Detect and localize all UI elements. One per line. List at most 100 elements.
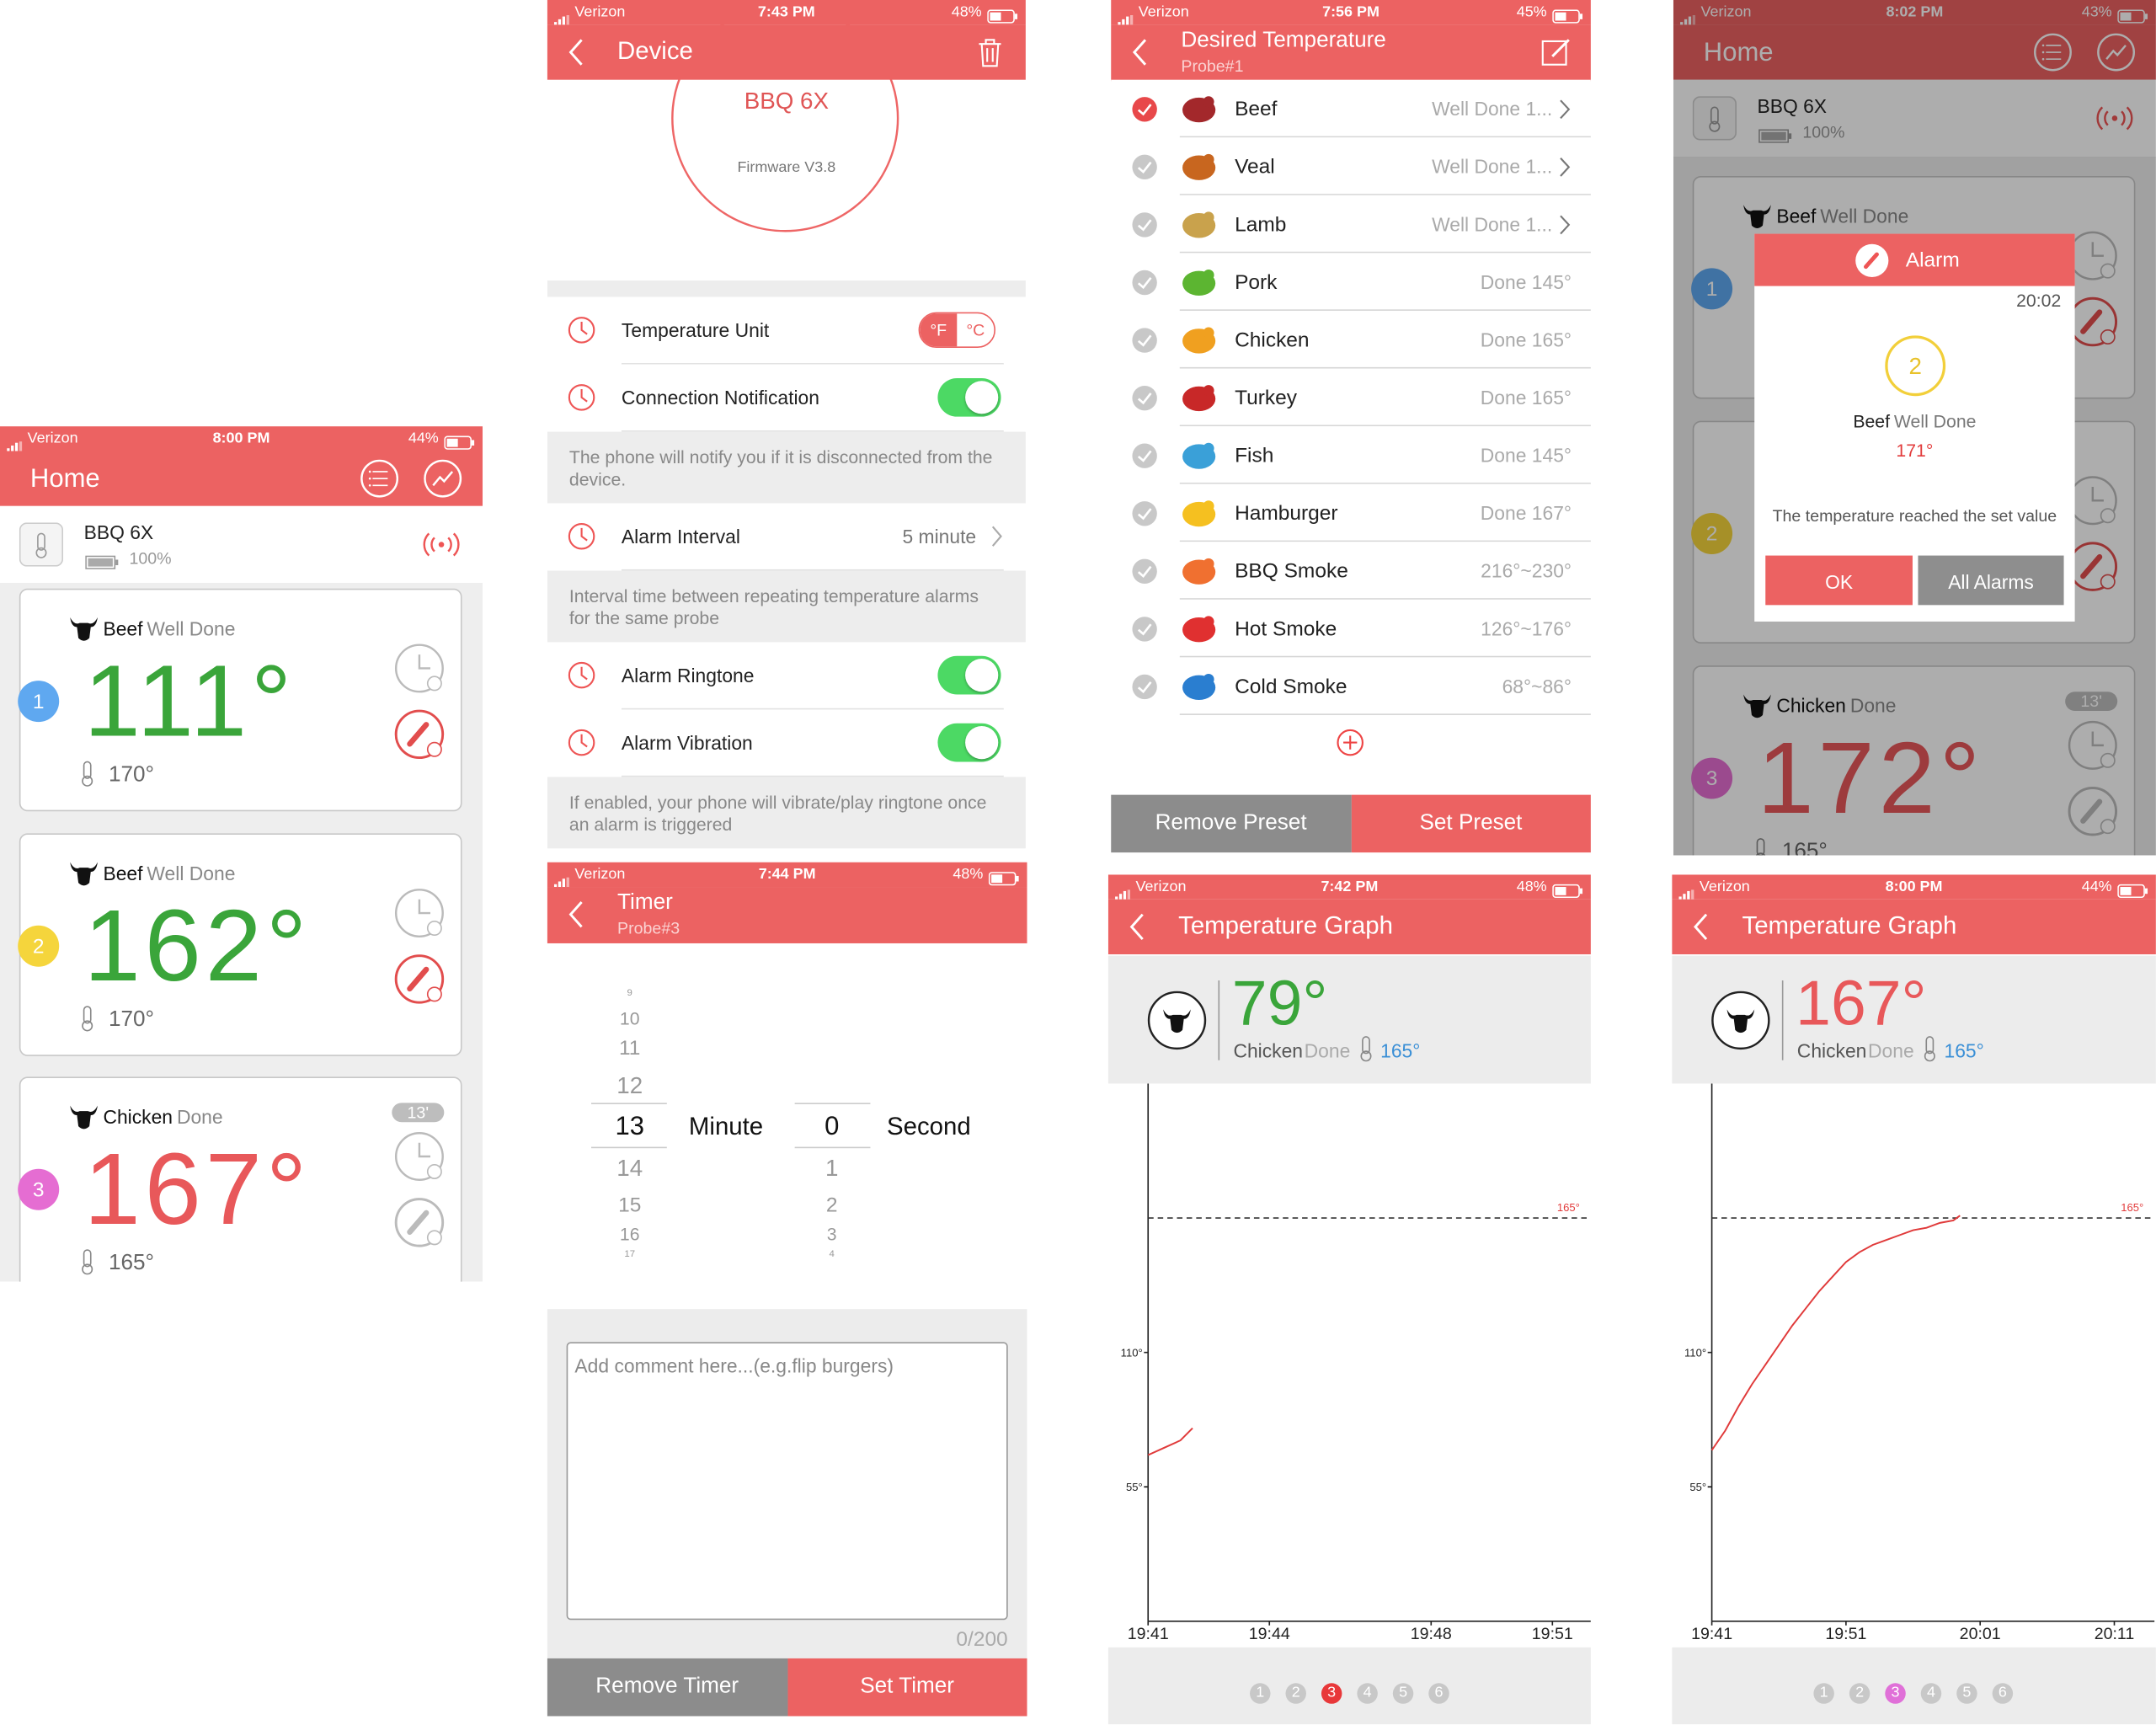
toggle-switch[interactable] [937,655,1001,695]
temperature-chart: 55° 110° 19:41 19:51 20:01 20:11 165° [1672,1083,2155,1648]
select-check[interactable] [1132,328,1158,354]
probe-card[interactable]: 1 Beef Well Done 111° 170° [18,588,462,812]
icon-shape [568,384,595,411]
probe-number: 2 [32,935,45,959]
setting-row[interactable]: Alarm Vibration [547,709,1026,777]
page-dot[interactable]: 1 [1813,1683,1834,1704]
page-dot[interactable]: 2 [1849,1683,1870,1704]
add-preset-button[interactable] [1337,729,1364,756]
target-line-label: 165° [2121,1201,2143,1214]
select-check[interactable] [1132,385,1158,411]
row-divider [1179,194,1591,195]
timer-button[interactable] [2067,719,2119,772]
row-divider [1179,309,1591,311]
list-button[interactable] [2032,32,2073,73]
preset-name: Cold Smoke [1235,675,1348,699]
preset-row[interactable]: Beef Well Done 1... [1111,79,1591,138]
device-battery-icon [1758,126,1792,143]
setting-row[interactable]: Connection Notification [547,364,1026,432]
probe-card[interactable]: 3 Chicken Done 167° 165° 13' [18,1076,462,1282]
preset-value: 216°~230° [1481,559,1572,582]
page-dot[interactable]: 6 [1992,1683,2014,1704]
unit-toggle[interactable]: °F °C [918,312,996,349]
preset-row[interactable]: Chicken Done 165° [1111,310,1591,369]
select-check[interactable] [1132,443,1158,469]
setting-row[interactable]: Temperature Unit °F °C [547,296,1026,365]
preset-row[interactable]: BBQ Smoke 216°~230° [1111,542,1591,600]
timer-button[interactable] [393,887,446,939]
select-check[interactable] [1132,500,1158,526]
icon-shape [1163,1009,1191,1033]
select-check[interactable] [1132,674,1158,700]
header: Temperature Graph [1107,899,1591,955]
back-button[interactable] [1691,911,1710,942]
timer-button[interactable] [393,642,446,694]
graph-button[interactable] [422,458,463,499]
toggle-switch[interactable] [937,723,1001,762]
preset-row[interactable]: Turkey Done 165° [1111,368,1591,427]
comment-input[interactable]: Add comment here...(e.g.flip burgers) [566,1342,1008,1621]
page-dot[interactable]: 5 [1392,1683,1414,1704]
chevron [990,524,1003,548]
select-check[interactable] [1132,616,1158,642]
preset-row[interactable]: Hamburger Done 167° [1111,483,1591,542]
back-button[interactable] [567,900,586,930]
delete-button[interactable] [976,37,1004,67]
screen-title: Timer [617,890,673,915]
back-button[interactable] [1130,37,1150,67]
alarm-button[interactable] [2067,785,2119,837]
page-dot[interactable]: 5 [1956,1683,1977,1704]
page-dot[interactable]: 4 [1920,1683,1942,1704]
graph-button[interactable] [2095,32,2137,73]
back-button[interactable] [567,37,586,67]
select-check[interactable] [1132,558,1158,585]
page-dot[interactable]: 6 [1428,1683,1449,1704]
timer-value: 13' [2080,692,2102,712]
alarm-button[interactable] [393,1196,446,1248]
preset-row[interactable]: Fish Done 145° [1111,426,1591,484]
alarm-button[interactable] [393,708,446,761]
icon-shape [438,542,445,547]
toggle-switch[interactable] [937,377,1001,417]
select-check[interactable] [1132,154,1158,180]
page-dot[interactable]: 3 [1885,1683,1906,1704]
icon-shape [2100,508,2116,524]
preset-row[interactable]: Veal Well Done 1... [1111,137,1591,195]
timer-button[interactable] [393,1130,446,1183]
back-button[interactable] [1128,911,1147,942]
probe-label: Beef Well Done [1776,206,1908,226]
all-alarms-button[interactable]: All Alarms [1918,555,2064,606]
page-dot[interactable]: 2 [1285,1683,1306,1704]
preset-row[interactable]: Pork Done 145° [1111,253,1591,311]
icon-shape [2041,51,2045,54]
device-row[interactable]: BBQ 6X 100% [0,505,483,585]
page-dot[interactable]: 3 [1321,1683,1342,1704]
primary-button[interactable]: Set Preset [1351,794,1591,853]
select-check[interactable] [1132,270,1158,296]
unit-option: °C [966,320,985,340]
row-divider [1179,136,1591,138]
secondary-button[interactable]: Remove Preset [1111,794,1352,853]
probe-card[interactable]: 2 Beef Well Done 162° 170° [18,833,462,1056]
alarm-button[interactable] [393,953,446,1005]
page-dot[interactable]: 4 [1357,1683,1378,1704]
icon-shape [2097,33,2136,72]
y-tick-label: 110° [1684,1347,1706,1359]
select-check[interactable] [1132,96,1158,122]
list-button[interactable] [359,458,400,499]
select-check[interactable] [1132,211,1158,238]
setting-row[interactable]: Alarm Ringtone [547,642,1026,710]
preset-row[interactable]: Lamb Well Done 1... [1111,195,1591,254]
icon-shape [568,317,595,344]
probe-card[interactable]: 3 Chicken Done 172° 165° 13' [1691,665,2136,856]
setting-row[interactable]: Alarm Interval 5 minute [547,503,1026,571]
preset-row[interactable]: Hot Smoke 126°~176° [1111,599,1591,658]
primary-button[interactable]: Set Timer [787,1658,1027,1717]
edit-button[interactable] [1541,37,1572,67]
preset-value: 126°~176° [1481,617,1572,640]
secondary-button[interactable]: Remove Timer [547,1658,787,1717]
ok-button[interactable]: OK [1765,555,1913,606]
page-dot[interactable]: 1 [1250,1683,1271,1704]
preset-row[interactable]: Cold Smoke 68°~86° [1111,657,1591,715]
